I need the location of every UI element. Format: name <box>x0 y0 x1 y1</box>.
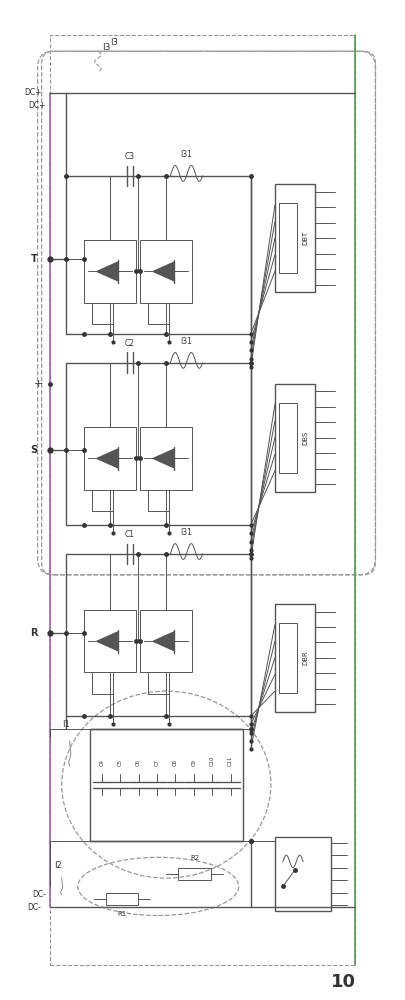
Text: DC-: DC- <box>32 890 46 899</box>
Text: l31: l31 <box>181 150 192 159</box>
Text: l31: l31 <box>181 337 192 346</box>
Text: DC-: DC- <box>28 903 42 912</box>
Text: DC+: DC+ <box>24 88 42 97</box>
Text: I1: I1 <box>62 720 70 729</box>
Text: C4: C4 <box>100 759 104 766</box>
Polygon shape <box>97 449 118 468</box>
Text: S: S <box>30 445 38 455</box>
Text: R1: R1 <box>117 911 127 917</box>
Bar <box>279 203 297 273</box>
Text: C10: C10 <box>210 756 215 766</box>
Bar <box>90 729 243 841</box>
Text: C3: C3 <box>125 152 135 161</box>
Text: DC+: DC+ <box>28 101 46 110</box>
Bar <box>178 868 211 880</box>
Bar <box>84 610 136 672</box>
Polygon shape <box>153 262 174 281</box>
Bar <box>275 604 315 712</box>
Text: R2: R2 <box>190 855 199 861</box>
Bar <box>275 384 315 492</box>
Bar <box>275 184 315 292</box>
Bar <box>275 837 331 911</box>
Text: DBT: DBT <box>302 231 308 245</box>
Text: T: T <box>31 254 38 264</box>
Text: l31: l31 <box>181 528 192 537</box>
Polygon shape <box>153 632 174 651</box>
Text: C6: C6 <box>136 759 141 766</box>
Polygon shape <box>97 262 118 281</box>
Text: C8: C8 <box>173 759 178 766</box>
Polygon shape <box>153 449 174 468</box>
Bar <box>84 240 136 303</box>
Bar <box>140 427 192 490</box>
Text: I3: I3 <box>110 38 118 47</box>
Text: R: R <box>30 628 38 638</box>
Polygon shape <box>97 632 118 651</box>
Text: DBS: DBS <box>302 431 308 445</box>
Bar <box>50 35 355 965</box>
Text: I2: I2 <box>54 861 62 870</box>
Text: C7: C7 <box>155 759 160 766</box>
Bar <box>279 403 297 473</box>
Bar <box>140 240 192 303</box>
Bar <box>84 427 136 490</box>
Bar <box>106 893 138 905</box>
Text: C2: C2 <box>125 339 135 348</box>
Text: C1: C1 <box>125 530 135 539</box>
Text: C9: C9 <box>192 759 196 766</box>
Text: C11: C11 <box>228 756 233 766</box>
Text: C5: C5 <box>118 759 123 766</box>
Text: DBR: DBR <box>302 651 308 665</box>
Text: 10: 10 <box>331 973 356 991</box>
Bar <box>279 623 297 693</box>
Text: +: + <box>34 379 44 389</box>
Bar <box>140 610 192 672</box>
Text: I3: I3 <box>102 43 110 52</box>
